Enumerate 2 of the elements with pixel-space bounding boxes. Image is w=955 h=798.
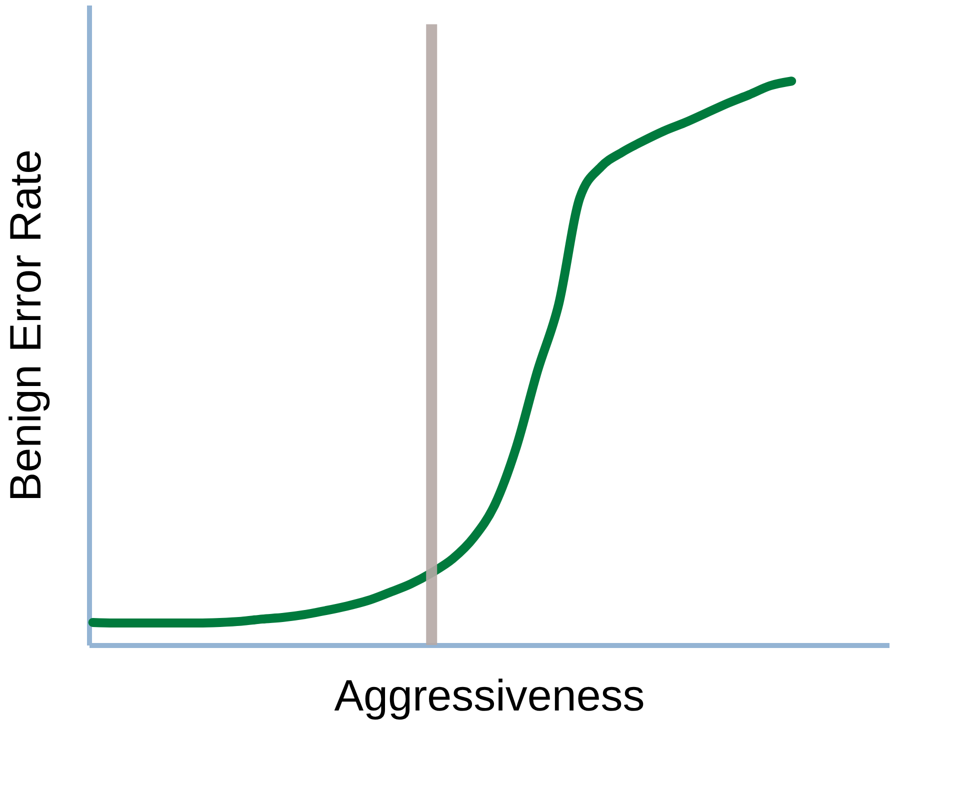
y-axis-title: Benign Error Rate (2, 149, 50, 502)
x-axis-title: Aggressiveness (334, 672, 645, 720)
